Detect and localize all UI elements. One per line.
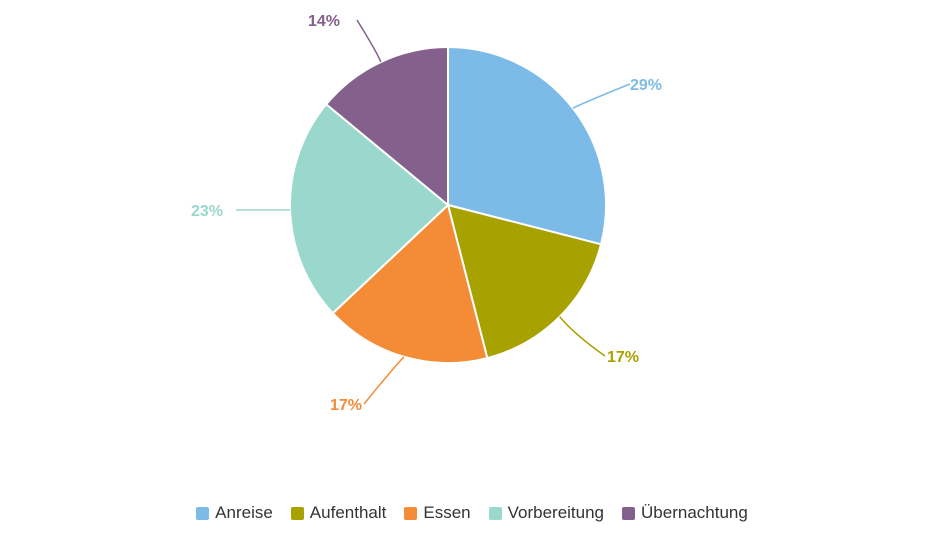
connector-line-aufenthalt — [559, 316, 606, 357]
legend-swatch — [404, 506, 418, 520]
data-label-essen: 17% — [330, 397, 362, 414]
pie-slice-aufenthalt[interactable] — [446, 203, 603, 360]
legend-label: Übernachtung — [641, 503, 748, 522]
legend-swatch — [488, 506, 502, 520]
legend-item-vorbereitung[interactable]: Vorbereitung — [488, 503, 605, 523]
connector-line-essen — [363, 356, 405, 405]
legend-item-übernachtung[interactable]: Übernachtung — [622, 503, 748, 523]
legend-swatch — [290, 506, 304, 520]
legend-label: Aufenthalt — [309, 503, 387, 522]
chart-legend: Anreise Aufenthalt Essen Vorbereitung Überna… — [0, 503, 944, 523]
legend-swatch — [196, 506, 210, 520]
legend-label: Essen — [423, 503, 471, 522]
data-label-aufenthalt: 17% — [607, 349, 639, 366]
pie-slice-essen[interactable] — [331, 203, 489, 365]
data-label-anreise: 29% — [630, 77, 662, 94]
connector-line-übernachtung — [356, 19, 382, 63]
connector-line-anreise — [572, 83, 631, 109]
legend-item-aufenthalt[interactable]: Aufenthalt — [290, 503, 387, 523]
data-label-vorbereitung: 23% — [191, 203, 223, 220]
legend-swatch — [622, 506, 636, 520]
legend-item-anreise[interactable]: Anreise — [196, 503, 273, 523]
legend-label: Vorbereitung — [507, 503, 605, 522]
data-label-übernachtung: 14% — [308, 13, 340, 30]
legend-label: Anreise — [215, 503, 273, 522]
legend-item-essen[interactable]: Essen — [404, 503, 471, 523]
